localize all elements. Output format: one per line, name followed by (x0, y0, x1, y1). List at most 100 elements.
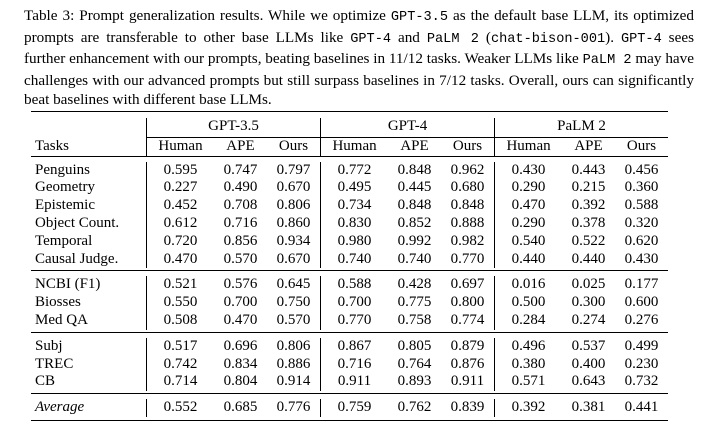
task-name: Causal Judge. (31, 250, 147, 269)
table-row: CB 0.714 0.804 0.914 0.911 0.893 0.911 0.571 0.6… (31, 373, 668, 392)
score-cell: 0.177 (624, 276, 659, 293)
task-name: Biosses (31, 294, 147, 312)
table-row: Penguins 0.595 0.747 0.797 0.772 0.848 0.962 0.… (31, 161, 668, 180)
caption-model-name: PaLM 2 (426, 31, 479, 47)
score-cell: 0.495 (337, 179, 372, 196)
score-cell: 0.696 (223, 337, 258, 354)
score-cell: 0.540 (511, 232, 546, 249)
score-cell: 0.750 (266, 294, 322, 312)
score-cell: 0.496 (511, 337, 546, 354)
score-cell: 0.392 (571, 197, 606, 214)
score-cell: 0.740 (397, 250, 432, 267)
score-cell: 0.276 (624, 311, 659, 328)
subheader-ours: Ours (626, 137, 657, 154)
score-cell: 0.430 (511, 161, 546, 178)
score-cell: 0.758 (397, 311, 432, 328)
score-cell: 0.400 (571, 355, 606, 372)
score-cell: 0.552 (163, 399, 198, 416)
column-header-row: Tasks Human APE Ours Human APE Ours Huma… (31, 137, 668, 157)
score-cell: 0.620 (624, 232, 659, 249)
table-row: Biosses 0.550 0.700 0.750 0.700 0.775 0.800 0.5… (31, 294, 668, 312)
score-cell: 0.806 (266, 197, 322, 215)
score-cell: 0.805 (397, 337, 432, 354)
score-cell: 0.470 (223, 311, 258, 328)
score-cell: 0.839 (440, 399, 496, 417)
score-cell: 0.867 (337, 337, 372, 354)
score-cell: 0.680 (440, 179, 496, 198)
score-cell: 0.576 (223, 276, 258, 293)
score-cell: 0.830 (337, 214, 372, 231)
task-name: Subj (31, 337, 147, 356)
score-cell: 0.740 (337, 250, 372, 267)
score-cell: 0.522 (571, 232, 606, 249)
score-cell: 0.300 (571, 294, 606, 311)
score-cell: 0.521 (163, 276, 198, 293)
score-cell: 0.962 (440, 161, 496, 180)
score-cell: 0.378 (571, 214, 606, 231)
subheader-ape: APE (400, 137, 429, 154)
subheader-human: Human (158, 137, 203, 154)
score-cell: 0.700 (223, 294, 258, 311)
score-cell: 0.879 (440, 337, 496, 356)
task-name: Object Count. (31, 214, 147, 233)
score-cell: 0.797 (266, 161, 322, 180)
score-cell: 0.016 (511, 276, 546, 293)
group-header-gpt35: GPT-3.5 (146, 118, 322, 136)
table-row: Object Count. 0.612 0.716 0.860 0.830 0.852 0.… (31, 214, 668, 233)
score-cell: 0.700 (337, 294, 372, 311)
subheader-ours: Ours (266, 137, 322, 157)
score-cell: 0.571 (511, 373, 546, 390)
score-cell: 0.759 (337, 399, 372, 416)
task-name: NCBI (F1) (31, 276, 147, 295)
score-cell: 0.215 (571, 179, 606, 196)
score-cell: 0.914 (266, 373, 322, 392)
score-cell: 0.776 (266, 399, 322, 417)
score-cell: 0.670 (266, 250, 322, 269)
score-cell: 0.852 (397, 214, 432, 231)
score-cell: 0.588 (624, 197, 659, 214)
score-cell: 0.290 (511, 214, 546, 231)
subheader-ape: APE (574, 137, 603, 154)
caption-model-name: GPT-4 (620, 31, 662, 47)
score-cell: 0.443 (571, 161, 606, 178)
score-cell: 0.775 (397, 294, 432, 311)
score-cell: 0.762 (397, 399, 432, 416)
table-caption: Table 3: Prompt generalization results. … (24, 7, 695, 108)
task-name: Penguins (31, 161, 147, 180)
score-cell: 0.708 (223, 197, 258, 214)
score-cell: 0.834 (223, 355, 258, 372)
score-cell: 0.742 (163, 355, 198, 372)
caption-label: Table 3: (24, 7, 75, 24)
group-header-palm2: PaLM 2 (557, 118, 606, 134)
task-name: Geometry (31, 179, 147, 198)
caption-model-name: GPT-3.5 (390, 10, 448, 25)
score-cell: 0.274 (571, 311, 606, 328)
score-cell: 0.886 (266, 355, 322, 374)
score-cell: 0.440 (511, 250, 546, 267)
score-cell: 0.612 (163, 214, 198, 231)
subheader-ape: APE (226, 137, 255, 154)
score-cell: 0.025 (571, 276, 606, 293)
score-cell: 0.470 (511, 197, 546, 214)
score-cell: 0.290 (511, 179, 546, 196)
score-cell: 0.230 (624, 355, 659, 372)
score-cell: 0.550 (163, 294, 198, 311)
score-cell: 0.848 (397, 197, 432, 214)
score-cell: 0.360 (624, 179, 659, 196)
table-row: Med QA 0.508 0.470 0.570 0.770 0.758 0.774 0.28… (31, 311, 668, 330)
caption-model-id: chat-bison-001 (490, 31, 606, 47)
task-name: Average (31, 399, 147, 417)
task-name: Epistemic (31, 197, 147, 215)
score-cell: 0.992 (397, 232, 432, 249)
score-cell: 0.595 (163, 161, 198, 178)
score-cell: 0.500 (511, 294, 546, 311)
table-row: Epistemic 0.452 0.708 0.806 0.734 0.848 0.848 0… (31, 197, 668, 215)
score-cell: 0.600 (624, 294, 659, 311)
score-cell: 0.714 (163, 373, 198, 390)
score-cell: 0.320 (624, 214, 659, 231)
score-cell: 0.911 (440, 373, 496, 392)
score-cell: 0.893 (397, 373, 432, 390)
table-row: NCBI (F1) 0.521 0.576 0.645 0.588 0.428 0.697 0… (31, 276, 668, 295)
score-cell: 0.227 (163, 179, 198, 196)
score-cell: 0.772 (337, 161, 372, 178)
